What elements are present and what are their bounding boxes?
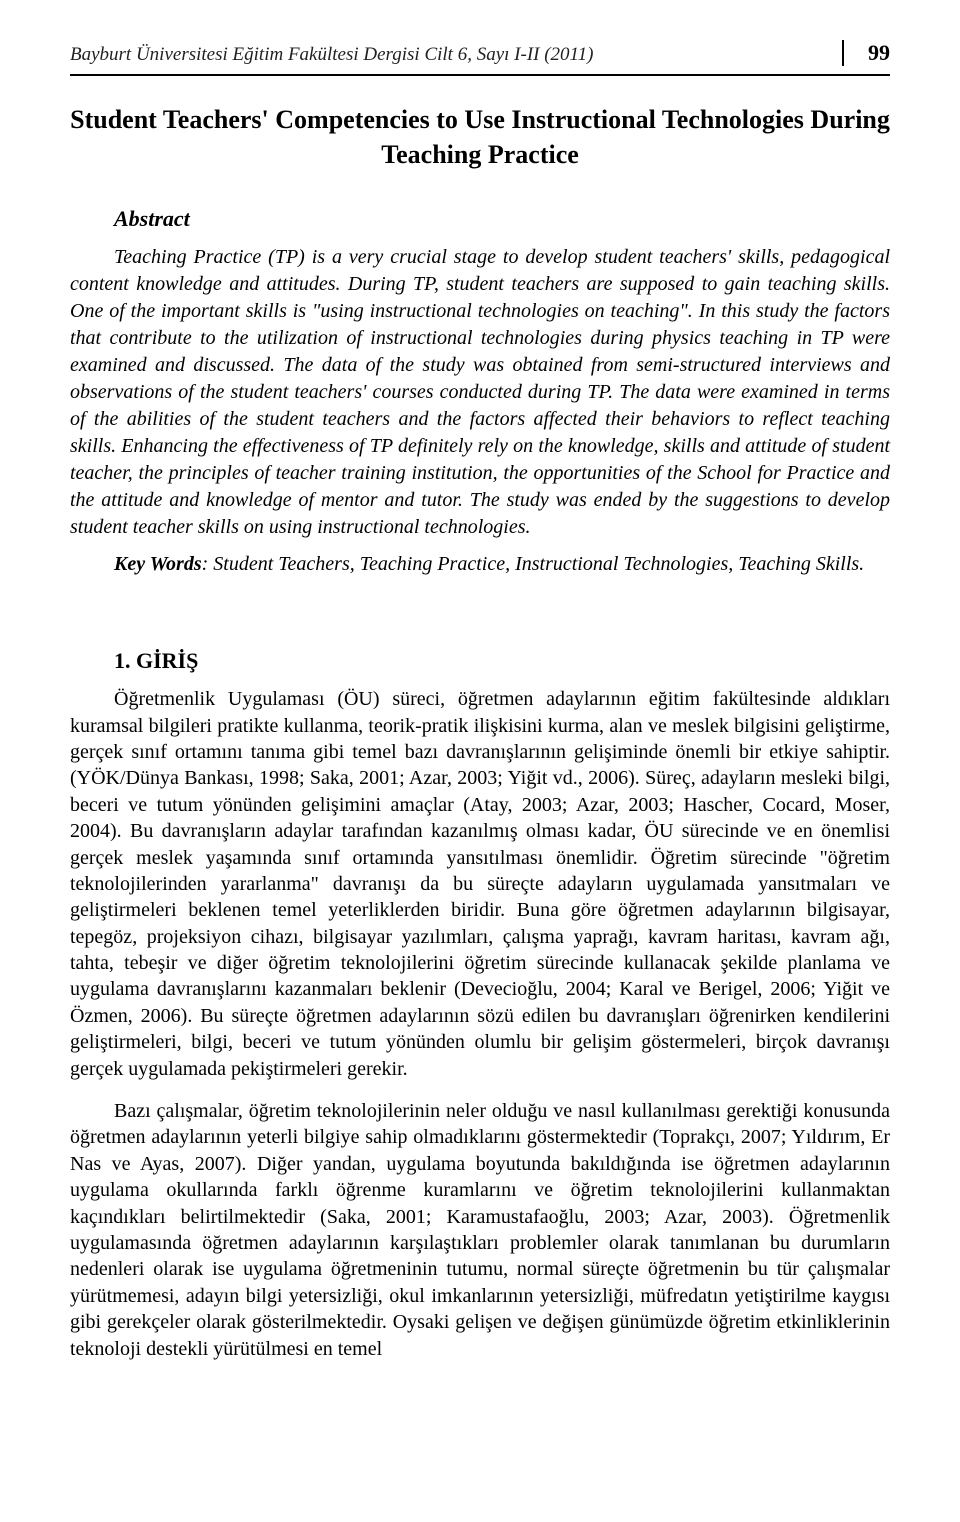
keywords-label: Key Words xyxy=(114,553,202,575)
abstract-body: Teaching Practice (TP) is a very crucial… xyxy=(70,244,890,541)
section-1-para-1: Öğretmenlik Uygulaması (ÖU) süreci, öğre… xyxy=(70,686,890,1082)
running-header: Bayburt Üniversitesi Eğitim Fakültesi De… xyxy=(70,40,890,66)
journal-reference: Bayburt Üniversitesi Eğitim Fakültesi De… xyxy=(70,44,593,66)
page-number: 99 xyxy=(842,40,890,66)
keywords-value: : Student Teachers, Teaching Practice, I… xyxy=(202,553,865,575)
article-title: Student Teachers' Competencies to Use In… xyxy=(70,102,890,172)
abstract-heading: Abstract xyxy=(114,206,890,232)
page-container: Bayburt Üniversitesi Eğitim Fakültesi De… xyxy=(0,0,960,1438)
section-1-heading: 1. GİRİŞ xyxy=(114,648,890,674)
keywords-line: Key Words: Student Teachers, Teaching Pr… xyxy=(70,551,890,578)
section-1-para-2: Bazı çalışmalar, öğretim teknolojilerini… xyxy=(70,1098,890,1362)
header-rule xyxy=(70,74,890,76)
